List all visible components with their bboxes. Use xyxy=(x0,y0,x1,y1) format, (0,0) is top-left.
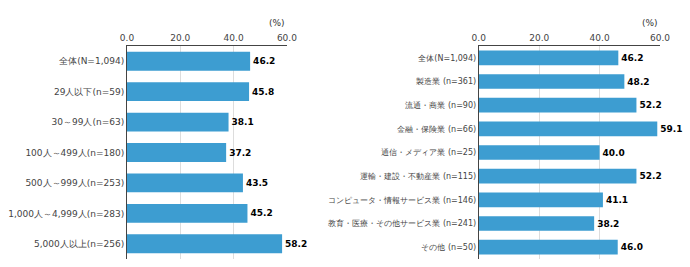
svg-text:41.1: 41.1 xyxy=(606,195,628,205)
svg-text:46.0: 46.0 xyxy=(621,242,643,252)
svg-text:40.0: 40.0 xyxy=(603,148,625,158)
svg-text:60.0: 60.0 xyxy=(277,33,297,43)
svg-text:29人以下(n=59): 29人以下(n=59) xyxy=(54,87,124,97)
svg-text:500人～999人(n=253): 500人～999人(n=253) xyxy=(25,178,124,188)
svg-text:45.8: 45.8 xyxy=(252,87,274,97)
svg-text:60.0: 60.0 xyxy=(650,33,670,43)
svg-text:(%): (%) xyxy=(269,18,285,28)
svg-text:0.0: 0.0 xyxy=(120,33,135,43)
svg-text:1,000人～4,999人(n=283): 1,000人～4,999人(n=283) xyxy=(8,209,124,219)
svg-text:コンピュータ・情報サービス業 (n=146): コンピュータ・情報サービス業 (n=146) xyxy=(328,196,476,205)
svg-text:30～99人(n=63): 30～99人(n=63) xyxy=(52,117,125,127)
svg-text:全体(N=1,094): 全体(N=1,094) xyxy=(59,56,124,66)
svg-text:教育・医療・その他サービス業 (n=241): 教育・医療・その他サービス業 (n=241) xyxy=(328,219,476,228)
svg-text:その他 (n=50): その他 (n=50) xyxy=(421,243,476,252)
svg-text:40.0: 40.0 xyxy=(590,33,610,43)
svg-text:0.0: 0.0 xyxy=(472,33,487,43)
svg-text:流通・商業 (n=90): 流通・商業 (n=90) xyxy=(405,101,476,110)
svg-text:製造業 (n=361): 製造業 (n=361) xyxy=(416,77,476,86)
svg-text:43.5: 43.5 xyxy=(246,178,268,188)
svg-text:20.0: 20.0 xyxy=(529,33,549,43)
svg-text:38.1: 38.1 xyxy=(232,117,254,127)
svg-text:45.2: 45.2 xyxy=(250,208,272,218)
svg-text:20.0: 20.0 xyxy=(170,33,190,43)
svg-text:37.2: 37.2 xyxy=(229,148,251,158)
svg-text:40.0: 40.0 xyxy=(224,33,244,43)
svg-text:100人～499人(n=180): 100人～499人(n=180) xyxy=(25,148,124,158)
svg-text:52.2: 52.2 xyxy=(639,100,661,110)
svg-text:金融・保険業 (n=66): 金融・保険業 (n=66) xyxy=(397,125,476,134)
svg-text:全体(N=1,094): 全体(N=1,094) xyxy=(418,54,476,63)
svg-text:通信・メディア業 (n=25): 通信・メディア業 (n=25) xyxy=(381,148,476,157)
svg-text:38.2: 38.2 xyxy=(597,219,619,229)
svg-text:48.2: 48.2 xyxy=(627,77,649,87)
svg-text:(%): (%) xyxy=(642,18,658,28)
svg-text:46.2: 46.2 xyxy=(253,56,275,66)
svg-text:59.1: 59.1 xyxy=(660,124,682,134)
svg-text:5,000人以上(n=256): 5,000人以上(n=256) xyxy=(34,239,124,249)
svg-text:52.2: 52.2 xyxy=(639,171,661,181)
svg-text:運輸・建設・不動産業 (n=115): 運輸・建設・不動産業 (n=115) xyxy=(360,172,476,181)
svg-text:46.2: 46.2 xyxy=(621,53,643,63)
svg-text:58.2: 58.2 xyxy=(285,239,307,249)
